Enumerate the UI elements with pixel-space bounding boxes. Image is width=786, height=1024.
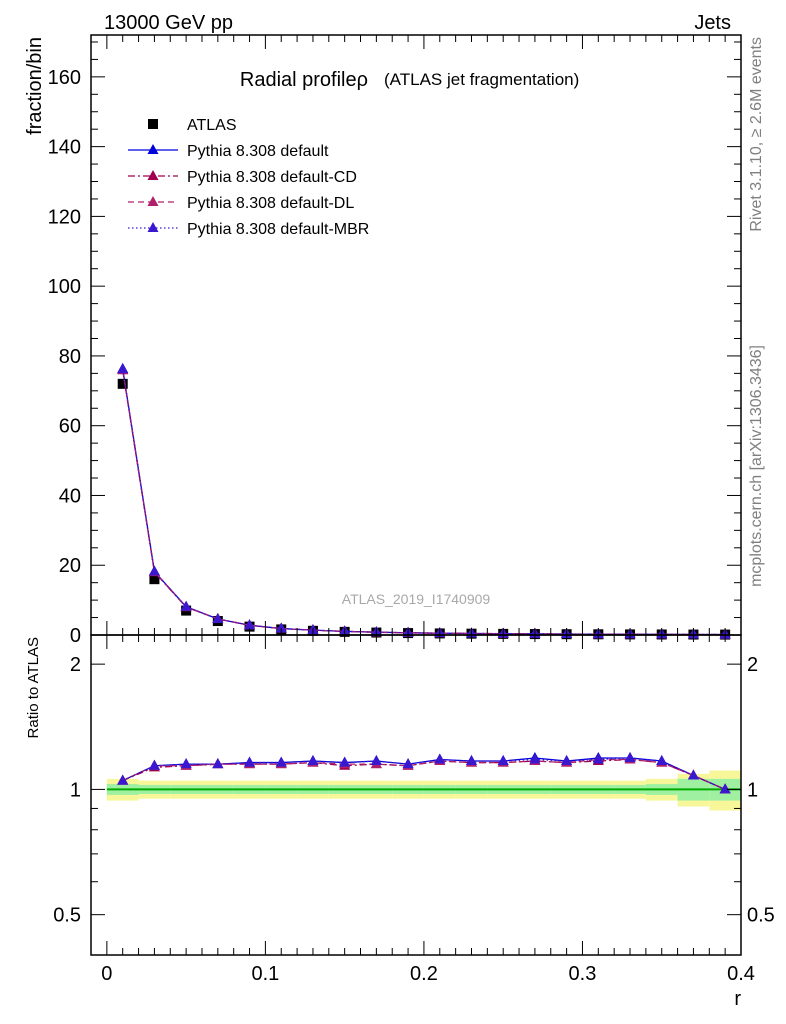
rivet-label: Rivet 3.1.10, ≥ 2.6M events bbox=[748, 37, 765, 232]
legend-label-mbr: Pythia 8.308 default-MBR bbox=[187, 221, 369, 238]
x-tick-label: 0 bbox=[101, 963, 112, 985]
data-point-mbr bbox=[180, 600, 192, 611]
main-y-tick-label: 80 bbox=[59, 346, 81, 368]
ratio-point-mbr bbox=[370, 755, 382, 766]
ratio-point-mbr bbox=[275, 756, 287, 767]
ratio-point-mbr bbox=[592, 753, 604, 764]
ratio-point-mbr bbox=[212, 758, 224, 769]
series-layer bbox=[117, 362, 731, 794]
x-tick-label: 0.1 bbox=[251, 963, 279, 985]
ratio-point-mbr bbox=[497, 755, 509, 766]
axis-layer: 0 20 40 60 80 100 120 140 160 0 0.1 0.2 0.3 0.4 0.5 0.5… bbox=[48, 34, 775, 985]
legend-marker-data bbox=[148, 119, 158, 129]
x-axis-label: r bbox=[734, 988, 741, 1010]
main-y-tick-label: 140 bbox=[48, 137, 81, 159]
source-url-label: mcplots.cern.ch [arXiv:1306.3436] bbox=[748, 345, 765, 587]
chart-title: Radial profileρ bbox=[240, 69, 368, 91]
ratio-point-mbr bbox=[244, 756, 256, 767]
ratio-point-mbr bbox=[656, 755, 668, 766]
chart-title-suffix: (ATLAS jet fragmentation) bbox=[384, 70, 579, 89]
data-point-mbr bbox=[244, 619, 256, 630]
ratio-line-mbr bbox=[122, 757, 726, 791]
ratio-y-tick-label: 1 bbox=[70, 779, 81, 801]
main-y-tick-label: 100 bbox=[48, 276, 81, 298]
ratio-y-tick-label-right: 0.5 bbox=[747, 905, 775, 927]
process-label: Jets bbox=[694, 12, 731, 34]
legend-marker-cd bbox=[147, 170, 159, 180]
main-y-tick-label: 160 bbox=[48, 67, 81, 89]
analysis-watermark: ATLAS_2019_I1740909 bbox=[342, 591, 491, 607]
data-point-data bbox=[149, 574, 160, 585]
ratio-point-mbr bbox=[561, 755, 573, 766]
energy-label: 13000 GeV pp bbox=[104, 12, 233, 34]
data-point-mbr bbox=[117, 363, 129, 374]
ratio-y-tick-label-right: 1 bbox=[747, 779, 758, 801]
ratio-y-tick-label-right: 2 bbox=[747, 654, 758, 676]
x-tick-label: 0.2 bbox=[410, 963, 438, 985]
ratio-uncertainty-bands bbox=[106, 770, 741, 811]
legend-marker-default bbox=[147, 144, 159, 154]
ratio-point-mbr bbox=[117, 774, 129, 785]
ratio-point-mbr bbox=[307, 755, 319, 766]
main-y-tick-label: 120 bbox=[48, 206, 81, 228]
ratio-point-mbr bbox=[339, 756, 351, 767]
ratio-point-mbr bbox=[687, 769, 699, 780]
ratio-point-mbr bbox=[402, 758, 414, 769]
legend-label-data: ATLAS bbox=[187, 117, 237, 134]
ratio-point-mbr bbox=[624, 751, 636, 762]
ratio-point-mbr bbox=[465, 755, 477, 766]
legend-label-dl: Pythia 8.308 default-DL bbox=[187, 195, 354, 212]
data-point-mbr bbox=[275, 622, 287, 633]
legend: ATLAS Pythia 8.308 default Pythia 8.308 de… bbox=[128, 117, 369, 238]
ratio-point-mbr bbox=[434, 753, 446, 764]
main-y-tick-label: 0 bbox=[70, 625, 81, 647]
ratio-line-dl bbox=[122, 758, 726, 791]
legend-marker-mbr bbox=[147, 222, 159, 232]
x-tick-label: 0.3 bbox=[569, 963, 597, 985]
legend-marker-dl bbox=[147, 196, 159, 206]
main-y-tick-label: 60 bbox=[59, 416, 81, 438]
ratio-y-tick-label: 0.5 bbox=[53, 905, 81, 927]
ratio-point-mbr bbox=[180, 758, 192, 769]
legend-label-default: Pythia 8.308 default bbox=[187, 143, 329, 160]
main-y-axis-label: fraction/bin bbox=[24, 37, 46, 135]
legend-label-cd: Pythia 8.308 default-CD bbox=[187, 169, 357, 186]
ratio-point-mbr bbox=[148, 759, 160, 770]
data-point-data bbox=[117, 378, 128, 389]
main-y-tick-label: 20 bbox=[59, 555, 81, 577]
ratio-plot-frame bbox=[90, 634, 742, 956]
ratio-y-tick-label: 2 bbox=[70, 654, 81, 676]
data-point-mbr bbox=[148, 565, 160, 576]
ratio-point-mbr bbox=[719, 783, 731, 794]
x-tick-label: 0.4 bbox=[727, 963, 755, 985]
ratio-point-mbr bbox=[529, 753, 541, 764]
main-y-tick-label: 40 bbox=[59, 485, 81, 507]
ratio-y-axis-label: Ratio to ATLAS bbox=[25, 637, 42, 738]
data-point-mbr bbox=[212, 612, 224, 623]
